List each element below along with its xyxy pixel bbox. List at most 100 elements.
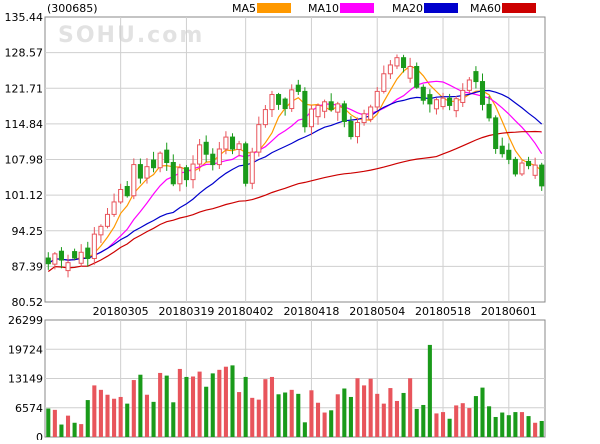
candle-body [427, 94, 433, 105]
candle-body [45, 257, 51, 265]
candle-body [85, 247, 91, 260]
candle-body [104, 213, 111, 227]
candle-body [315, 104, 321, 118]
candle-body [91, 233, 97, 260]
candle-body [203, 141, 209, 155]
volume-bar [59, 424, 64, 437]
candle-body [256, 124, 262, 153]
volume-bar [223, 366, 228, 437]
volume-bar [164, 375, 169, 437]
volume-bar [243, 376, 248, 437]
date-xtick-label: 20180601 [481, 305, 537, 318]
volume-bar [118, 396, 123, 437]
ma-legend: MA5 MA10 MA20 MA60 [232, 2, 536, 15]
candle-body [282, 98, 288, 110]
candle-body [532, 164, 538, 176]
candle-body [72, 251, 78, 259]
candle-body [223, 136, 229, 150]
volume-bar [151, 401, 156, 437]
candle-body [118, 188, 124, 203]
candle-body [433, 99, 439, 110]
volume-ytick-label: 19724 [8, 343, 43, 356]
volume-bar [158, 372, 163, 437]
date-xtick-label: 20180518 [415, 305, 471, 318]
candle-body [177, 167, 183, 185]
volume-bar [210, 373, 215, 437]
date-xtick-label: 20180319 [158, 305, 214, 318]
candle-body [52, 253, 58, 265]
candle-body [506, 149, 512, 160]
volume-bar [434, 413, 439, 437]
volume-bar [85, 400, 90, 437]
volume-bar [302, 422, 307, 437]
candle-body [466, 79, 472, 91]
volume-bar [250, 397, 255, 437]
stock-code: (300685) [47, 2, 98, 15]
volume-ytick-label: 13149 [8, 373, 43, 386]
candle-body [183, 167, 189, 181]
volume-bar [315, 402, 321, 437]
volume-bar [112, 398, 117, 437]
volume-bar [125, 403, 130, 437]
legend-label-ma10: MA10 [308, 2, 339, 15]
volume-bar [348, 396, 353, 437]
volume-bar [197, 371, 202, 437]
candle-body [269, 94, 275, 111]
volume-bar [289, 389, 294, 437]
volume-bar [46, 408, 51, 437]
volume-bar [375, 393, 380, 437]
volume-bar [144, 394, 150, 437]
candle-body [447, 97, 453, 106]
legend-swatch-ma20 [424, 3, 458, 13]
volume-bar [342, 388, 347, 437]
candle-body [407, 66, 413, 79]
candle-body [302, 90, 308, 128]
candle-body [124, 185, 130, 197]
candle-body [78, 251, 84, 264]
candle-body [335, 103, 341, 113]
price-ytick-label: 94.25 [12, 225, 44, 238]
candle-body [414, 66, 420, 88]
volume-bar [526, 416, 531, 437]
volume-ytick-label: 6574 [15, 402, 43, 415]
candle-body [361, 113, 367, 124]
candle-body [486, 103, 492, 119]
volume-bar [177, 368, 182, 437]
candle-body [460, 89, 466, 103]
volume-bar [92, 385, 97, 437]
candle-body [473, 71, 479, 83]
ma60-line [47, 130, 542, 272]
candle-body [289, 89, 295, 110]
price-ytick-label: 87.39 [12, 260, 44, 273]
candle-body [229, 136, 236, 150]
candle-body [295, 84, 301, 92]
candle-body [65, 262, 71, 272]
volume-bar [381, 403, 386, 437]
volume-bar [256, 399, 261, 437]
volume-bar [519, 412, 525, 437]
volume-bar [473, 396, 478, 437]
volume-bar [237, 392, 242, 437]
candle-body [308, 108, 314, 128]
volume-bar [296, 393, 301, 437]
volume-bar [79, 424, 84, 437]
volume-bar [467, 408, 472, 437]
volume-bar [171, 402, 176, 437]
candlesticks [45, 54, 545, 278]
volume-bar [506, 415, 511, 437]
volume-bar [487, 406, 492, 437]
volume-bar [454, 405, 459, 437]
volume-bar [421, 404, 426, 437]
volume-bar [480, 387, 485, 437]
candle-body [493, 117, 499, 149]
candle-body [519, 162, 525, 175]
date-xtick-label: 20180504 [349, 305, 405, 318]
candle-body [453, 98, 459, 112]
volume-bar [204, 386, 209, 437]
candle-body [190, 163, 196, 181]
volume-bar [493, 416, 498, 437]
price-ytick-label: 80.52 [12, 296, 44, 309]
volume-bar [217, 369, 222, 437]
